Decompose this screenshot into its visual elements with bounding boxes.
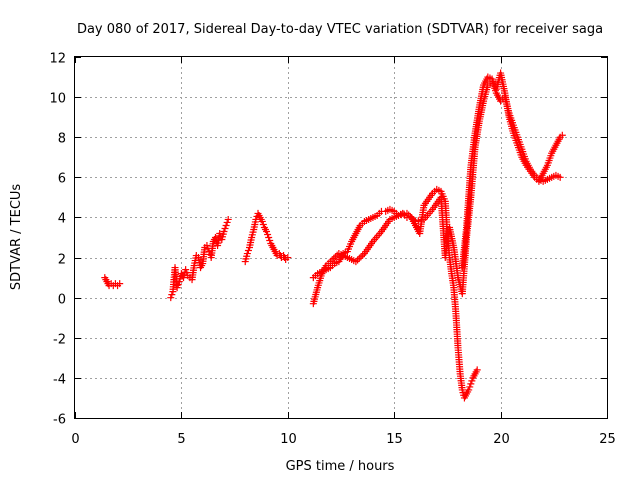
y-tick-label: -2 — [53, 333, 66, 348]
data-point-marker — [330, 254, 338, 262]
data-point-marker — [224, 215, 232, 223]
y-tick-label: 12 — [49, 52, 66, 67]
x-tick-label: 25 — [599, 432, 616, 447]
plot-frame — [74, 56, 608, 419]
data-point-marker — [357, 253, 365, 261]
data-point-marker — [244, 247, 252, 255]
y-axis: -6 -4 -2 0 2 4 6 8 10 12 — [49, 52, 607, 428]
data-point-marker — [326, 258, 334, 266]
data-point-marker — [468, 377, 476, 385]
y-tick-label: 8 — [58, 132, 66, 147]
data-point-marker — [263, 227, 271, 235]
data-point-marker — [220, 227, 228, 235]
data-point-marker — [259, 220, 267, 228]
data-point-marker — [556, 173, 564, 181]
x-tick-label: 0 — [71, 432, 79, 447]
y-tick-label: 2 — [58, 253, 66, 268]
data-point-marker — [467, 380, 475, 388]
data-point-marker — [410, 216, 418, 224]
x-axis-label: GPS time / hours — [286, 459, 395, 474]
x-tick-label: 10 — [280, 432, 297, 447]
data-point-marker — [406, 213, 414, 221]
data-point-marker — [284, 254, 292, 262]
y-tick-label: 10 — [49, 92, 66, 107]
data-point-marker — [168, 291, 176, 299]
data-point-marker — [331, 253, 339, 261]
data-point-marker — [173, 284, 181, 292]
data-point-marker — [352, 258, 360, 266]
data-point-marker — [355, 254, 363, 262]
data-point-marker — [405, 211, 413, 219]
data-point-marker — [333, 251, 341, 259]
y-tick-label: 4 — [58, 212, 66, 227]
data-point-marker — [408, 214, 416, 222]
chart-title: Day 080 of 2017, Sidereal Day-to-day VTE… — [77, 22, 603, 37]
data-point-marker — [354, 256, 362, 264]
grid-lines — [75, 57, 607, 418]
data-point-marker — [264, 230, 272, 238]
x-tick-label: 5 — [177, 432, 185, 447]
data-point-marker — [473, 366, 481, 374]
data-point-marker — [221, 224, 229, 232]
y-axis-label: SDTVAR / TECUs — [9, 184, 24, 291]
y-tick-label: -6 — [53, 413, 66, 428]
data-point-marker — [266, 237, 274, 245]
data-point-marker — [116, 280, 124, 288]
data-markers — [101, 69, 566, 402]
data-point-marker — [465, 386, 473, 394]
data-point-marker — [183, 269, 191, 277]
y-tick-label: -4 — [53, 373, 66, 388]
x-tick-label: 20 — [493, 432, 510, 447]
data-point-marker — [403, 209, 411, 217]
x-axis: 0 5 10 15 20 25 — [71, 57, 616, 447]
data-point-marker — [182, 266, 190, 274]
data-point-marker — [328, 256, 336, 264]
data-point-marker — [222, 221, 230, 229]
y-tick-label: 0 — [58, 293, 66, 308]
data-point-marker — [265, 234, 273, 241]
data-point-marker — [167, 294, 175, 302]
data-point-marker — [558, 131, 566, 139]
data-point-marker — [206, 251, 214, 259]
data-point-marker — [359, 251, 367, 259]
data-point-marker — [258, 217, 266, 225]
data-point-marker — [223, 218, 231, 226]
x-tick-label: 15 — [386, 432, 403, 447]
data-point-marker — [243, 250, 251, 258]
data-point-marker — [466, 383, 474, 391]
data-point-marker — [174, 281, 182, 289]
y-tick-label: 6 — [58, 172, 66, 187]
